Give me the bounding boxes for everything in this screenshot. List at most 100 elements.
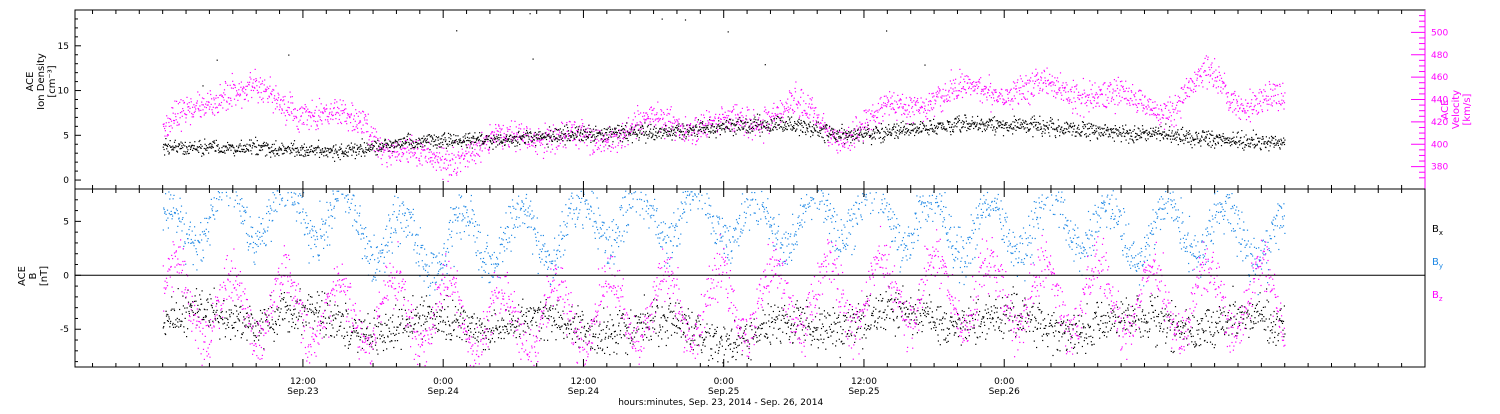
data-point	[801, 131, 803, 133]
data-point	[800, 96, 802, 98]
data-point	[578, 126, 580, 128]
data-point	[544, 132, 546, 134]
data-point	[1075, 131, 1077, 133]
data-point	[853, 129, 855, 132]
data-point	[892, 107, 894, 109]
data-point	[322, 151, 324, 153]
data-point	[1184, 84, 1186, 86]
data-point	[410, 156, 412, 158]
data-point	[999, 98, 1001, 100]
data-point	[391, 144, 393, 146]
data-point	[1168, 109, 1170, 111]
data-point	[259, 145, 261, 147]
data-point	[935, 100, 937, 102]
data-point	[923, 124, 925, 127]
data-point	[397, 154, 400, 156]
data-point	[1002, 124, 1004, 126]
data-point	[1186, 95, 1188, 97]
data-point	[1181, 128, 1183, 130]
data-point	[260, 92, 262, 94]
data-point	[603, 150, 605, 152]
data-point	[1128, 87, 1130, 89]
data-point	[289, 91, 291, 93]
data-point	[268, 147, 270, 149]
data-point	[696, 135, 699, 137]
data-point	[186, 151, 188, 153]
data-point	[653, 107, 655, 110]
data-point	[917, 101, 919, 104]
data-point	[766, 121, 769, 123]
data-point	[554, 130, 556, 132]
data-point	[428, 141, 430, 143]
data-point	[1106, 126, 1109, 128]
data-point	[1037, 78, 1040, 80]
data-point	[903, 103, 905, 105]
data-point	[781, 120, 783, 122]
data-point	[1108, 102, 1110, 104]
data-point	[1191, 90, 1193, 92]
data-point	[262, 97, 264, 99]
data-point	[526, 147, 529, 149]
data-point	[1025, 75, 1027, 77]
data-point	[737, 126, 740, 129]
data-point	[220, 94, 222, 96]
data-point	[485, 135, 488, 137]
data-point	[435, 139, 437, 141]
data-point	[165, 144, 167, 146]
data-point	[629, 133, 631, 135]
data-point	[634, 133, 636, 135]
data-point	[808, 123, 810, 125]
data-point	[690, 129, 693, 131]
data-point	[1045, 85, 1047, 87]
data-point	[741, 115, 743, 117]
data-point	[257, 92, 259, 94]
data-point	[383, 151, 385, 153]
data-point	[238, 146, 240, 148]
data-point	[339, 159, 341, 161]
data-point	[1046, 67, 1048, 69]
data-point	[1049, 120, 1051, 122]
data-point	[1090, 88, 1092, 91]
data-point	[292, 144, 294, 147]
data-point	[1003, 127, 1005, 129]
data-point	[167, 143, 169, 145]
data-point	[847, 147, 849, 149]
data-point	[520, 128, 522, 130]
data-point	[609, 128, 611, 130]
data-point	[1070, 122, 1072, 125]
data-point	[472, 151, 474, 153]
data-point	[1090, 126, 1092, 128]
data-point	[1135, 99, 1137, 101]
data-point	[548, 126, 551, 128]
data-point	[957, 94, 959, 97]
data-point	[1192, 91, 1194, 93]
data-point	[282, 100, 284, 102]
data-point	[1102, 128, 1104, 130]
data-point	[972, 86, 974, 88]
data-point	[190, 98, 192, 100]
data-point	[884, 136, 886, 138]
data-point	[203, 98, 205, 100]
data-point	[245, 85, 247, 87]
data-point	[720, 127, 722, 129]
data-point	[1025, 131, 1027, 133]
data-point	[243, 151, 245, 153]
data-point	[651, 109, 653, 111]
data-point	[277, 99, 279, 101]
data-point	[641, 132, 643, 134]
data-point	[386, 162, 388, 164]
data-point	[1216, 76, 1218, 78]
data-point	[712, 129, 714, 131]
data-point	[493, 131, 495, 133]
data-point	[279, 106, 281, 108]
data-point	[207, 92, 209, 94]
data-point	[444, 140, 447, 143]
data-point	[165, 125, 167, 127]
data-point	[363, 117, 365, 119]
data-point	[614, 131, 617, 133]
data-point	[208, 108, 210, 110]
data-point	[1094, 94, 1097, 96]
data-point	[783, 126, 785, 129]
data-point	[1101, 93, 1103, 96]
data-point	[507, 138, 509, 140]
